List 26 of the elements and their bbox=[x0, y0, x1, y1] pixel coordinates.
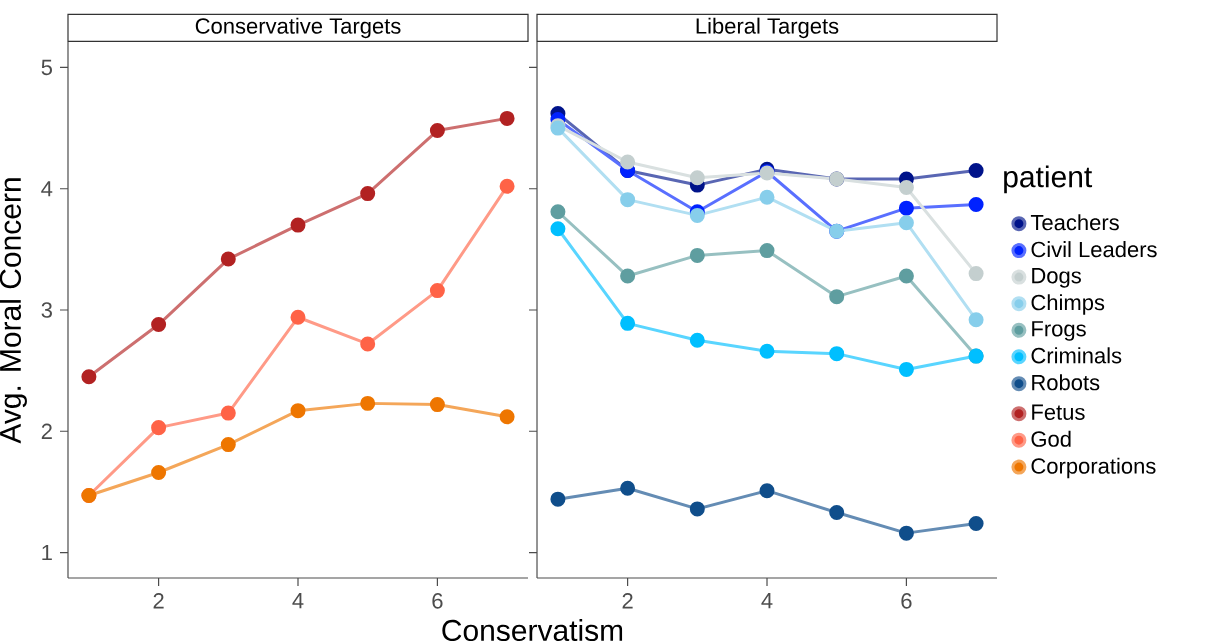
legend-label: Corporations bbox=[1031, 457, 1156, 479]
y-tick-label: 5 bbox=[41, 59, 52, 76]
x-tick-label: 6 bbox=[432, 593, 443, 609]
legend-label: Dogs bbox=[1032, 268, 1081, 288]
x-axis-title: Conservatism bbox=[442, 619, 623, 642]
legend-label: God bbox=[1031, 430, 1071, 447]
y-tick-label: 3 bbox=[41, 302, 52, 318]
legend-label: Civil Leaders bbox=[1031, 241, 1157, 258]
legend-label: Teachers bbox=[1030, 214, 1119, 231]
legend-title: patient bbox=[1004, 165, 1093, 194]
y-tick-label: 4 bbox=[41, 181, 53, 197]
y-axis-title: Avg. Moral Concern bbox=[0, 178, 27, 444]
chart-title: Liberal Targets bbox=[696, 17, 839, 39]
y-tick-label: 1 bbox=[42, 544, 52, 561]
y-tick-label: 2 bbox=[41, 423, 52, 439]
x-tick-label: 2 bbox=[153, 593, 164, 609]
chart-title: Conservative Targets bbox=[195, 17, 401, 39]
x-tick-label: 6 bbox=[901, 593, 912, 609]
legend-label: Chimps bbox=[1031, 294, 1105, 315]
x-tick-label: 2 bbox=[622, 593, 633, 609]
legend-label: Robots bbox=[1032, 374, 1100, 391]
x-tick-label: 4 bbox=[761, 593, 773, 609]
legend-label: Frogs bbox=[1032, 321, 1086, 341]
legend-label: Criminals bbox=[1031, 347, 1122, 364]
x-tick-label: 4 bbox=[292, 593, 304, 609]
legend-label: Fetus bbox=[1032, 404, 1085, 420]
